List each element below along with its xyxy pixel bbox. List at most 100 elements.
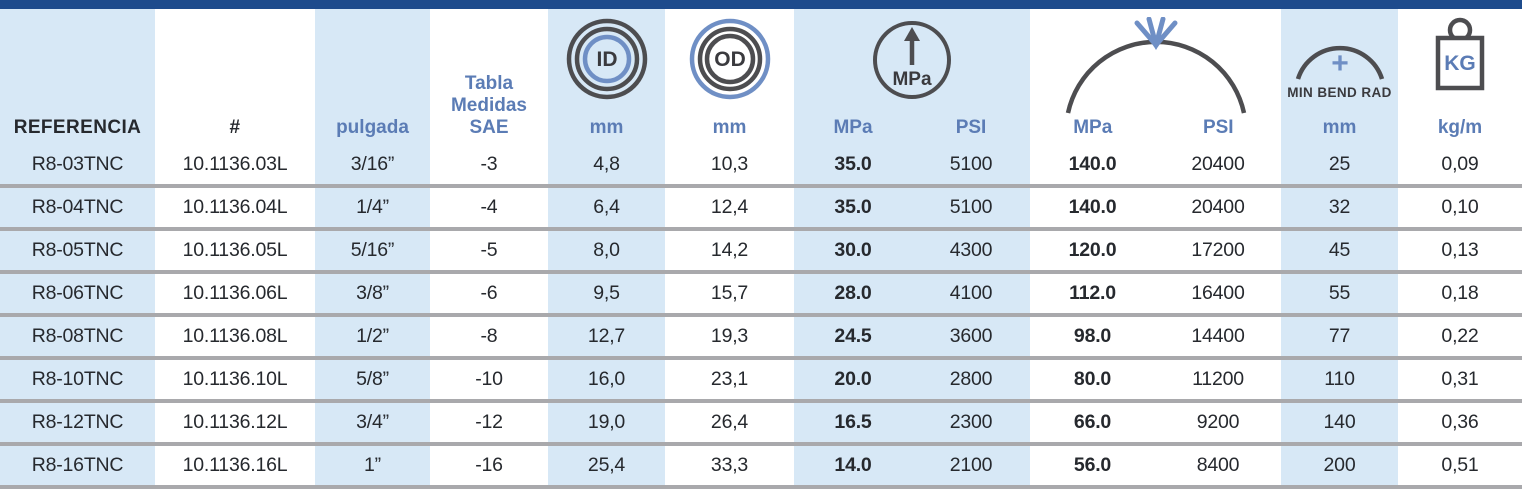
cell-weight-kgm: 0,18 bbox=[1398, 274, 1522, 317]
bend-plus-icon: + bbox=[1331, 47, 1349, 80]
working-pressure-units: MPa PSI bbox=[794, 117, 1030, 139]
cell-burst-pressure-psi: 8400 bbox=[1155, 446, 1281, 489]
header-weight: KG kg/m bbox=[1398, 9, 1522, 146]
burst-pressure-units: MPa PSI bbox=[1030, 117, 1281, 139]
cell-burst-pressure-mpa: 80.0 bbox=[1030, 360, 1155, 403]
cell-working-pressure-psi: 2800 bbox=[912, 360, 1030, 403]
kg-icon-label: KG bbox=[1444, 52, 1476, 75]
cell-burst-pressure-mpa: 56.0 bbox=[1030, 446, 1155, 489]
table-row: R8-08TNC 10.1136.08L 1/2” -8 12,7 19,3 2… bbox=[0, 317, 1522, 360]
cell-part-number: 10.1136.12L bbox=[155, 403, 315, 446]
cell-sae-size: -12 bbox=[430, 403, 548, 446]
header-min-bend-radius: + MIN BEND RAD mm bbox=[1281, 9, 1398, 146]
table-row: R8-03TNC 10.1136.03L 3/16” -3 4,8 10,3 3… bbox=[0, 145, 1522, 188]
cell-pulgada: 5/8” bbox=[315, 360, 430, 403]
cell-working-pressure-mpa: 20.0 bbox=[794, 360, 912, 403]
cell-min-bend-mm: 77 bbox=[1281, 317, 1398, 360]
cell-sae-size: -6 bbox=[430, 274, 548, 317]
cell-referencia: R8-05TNC bbox=[0, 231, 155, 274]
cell-min-bend-mm: 45 bbox=[1281, 231, 1398, 274]
burst-pressure-psi-label: PSI bbox=[1202, 117, 1234, 138]
cell-working-pressure-mpa: 28.0 bbox=[794, 274, 912, 317]
header-pulgada: pulgada bbox=[315, 9, 430, 146]
outer-diameter-icon: OD bbox=[689, 18, 770, 100]
cell-od-mm: 19,3 bbox=[665, 317, 794, 360]
cell-od-mm: 23,1 bbox=[665, 360, 794, 403]
cell-min-bend-mm: 25 bbox=[1281, 145, 1398, 188]
cell-od-mm: 14,2 bbox=[665, 231, 794, 274]
header-inner-diameter: ID mm bbox=[548, 9, 665, 146]
cell-weight-kgm: 0,51 bbox=[1398, 446, 1522, 489]
cell-id-mm: 25,4 bbox=[548, 446, 665, 489]
cell-od-mm: 12,4 bbox=[665, 188, 794, 231]
part-number-label: # bbox=[229, 117, 241, 139]
cell-part-number: 10.1136.04L bbox=[155, 188, 315, 231]
cell-working-pressure-psi: 4300 bbox=[912, 231, 1030, 274]
header-referencia: REFERENCIA bbox=[0, 9, 155, 146]
min-bend-rad-label: MIN BEND RAD bbox=[1287, 85, 1392, 100]
cell-id-mm: 6,4 bbox=[548, 188, 665, 231]
table-row: R8-10TNC 10.1136.10L 5/8” -10 16,0 23,1 … bbox=[0, 360, 1522, 403]
cell-id-mm: 12,7 bbox=[548, 317, 665, 360]
cell-pulgada: 3/16” bbox=[315, 145, 430, 188]
sae-label-line2: SAE bbox=[469, 117, 509, 139]
header-outer-diameter: OD mm bbox=[665, 9, 794, 146]
sae-label: Tabla Medidas SAE bbox=[430, 73, 548, 139]
cell-weight-kgm: 0,10 bbox=[1398, 188, 1522, 231]
cell-working-pressure-psi: 5100 bbox=[912, 188, 1030, 231]
cell-referencia: R8-16TNC bbox=[0, 446, 155, 489]
cell-referencia: R8-12TNC bbox=[0, 403, 155, 446]
cell-min-bend-mm: 32 bbox=[1281, 188, 1398, 231]
cell-working-pressure-mpa: 35.0 bbox=[794, 145, 912, 188]
cell-part-number: 10.1136.06L bbox=[155, 274, 315, 317]
cell-working-pressure-psi: 2100 bbox=[912, 446, 1030, 489]
cell-id-mm: 8,0 bbox=[548, 231, 665, 274]
cell-id-mm: 19,0 bbox=[548, 403, 665, 446]
cell-pulgada: 3/4” bbox=[315, 403, 430, 446]
bend-unit-label: mm bbox=[1322, 117, 1357, 138]
table-top-border bbox=[0, 0, 1522, 9]
id-icon-label: ID bbox=[596, 48, 617, 71]
min-bend-radius-icon: + bbox=[1295, 45, 1384, 80]
cell-id-mm: 4,8 bbox=[548, 145, 665, 188]
cell-burst-pressure-mpa: 140.0 bbox=[1030, 145, 1155, 188]
cell-burst-pressure-mpa: 66.0 bbox=[1030, 403, 1155, 446]
header-part-number: # bbox=[155, 9, 315, 146]
cell-od-mm: 26,4 bbox=[665, 403, 794, 446]
pulgada-label: pulgada bbox=[336, 117, 409, 139]
table-row: R8-16TNC 10.1136.16L 1” -16 25,4 33,3 14… bbox=[0, 446, 1522, 489]
table-row: R8-05TNC 10.1136.05L 5/16” -5 8,0 14,2 3… bbox=[0, 231, 1522, 274]
inner-diameter-icon: ID bbox=[566, 18, 647, 100]
header-sae: Tabla Medidas SAE bbox=[430, 9, 548, 146]
cell-weight-kgm: 0,36 bbox=[1398, 403, 1522, 446]
cell-id-mm: 16,0 bbox=[548, 360, 665, 403]
burst-pressure-mpa-label: MPa bbox=[1073, 117, 1113, 138]
cell-burst-pressure-mpa: 140.0 bbox=[1030, 188, 1155, 231]
cell-part-number: 10.1136.16L bbox=[155, 446, 315, 489]
table-row: R8-04TNC 10.1136.04L 1/4” -4 6,4 12,4 35… bbox=[0, 188, 1522, 231]
cell-od-mm: 10,3 bbox=[665, 145, 794, 188]
cell-burst-pressure-psi: 20400 bbox=[1155, 188, 1281, 231]
cell-sae-size: -4 bbox=[430, 188, 548, 231]
cell-sae-size: -16 bbox=[430, 446, 548, 489]
cell-referencia: R8-08TNC bbox=[0, 317, 155, 360]
cell-working-pressure-psi: 3600 bbox=[912, 317, 1030, 360]
cell-burst-pressure-mpa: 98.0 bbox=[1030, 317, 1155, 360]
cell-referencia: R8-04TNC bbox=[0, 188, 155, 231]
cell-sae-size: -8 bbox=[430, 317, 548, 360]
cell-id-mm: 9,5 bbox=[548, 274, 665, 317]
cell-part-number: 10.1136.05L bbox=[155, 231, 315, 274]
cell-burst-pressure-psi: 11200 bbox=[1155, 360, 1281, 403]
cell-weight-kgm: 0,09 bbox=[1398, 145, 1522, 188]
cell-burst-pressure-mpa: 112.0 bbox=[1030, 274, 1155, 317]
cell-sae-size: -10 bbox=[430, 360, 548, 403]
cell-working-pressure-psi: 4100 bbox=[912, 274, 1030, 317]
od-icon-label: OD bbox=[714, 48, 746, 71]
cell-burst-pressure-psi: 16400 bbox=[1155, 274, 1281, 317]
cell-weight-kgm: 0,31 bbox=[1398, 360, 1522, 403]
referencia-label: REFERENCIA bbox=[13, 117, 142, 139]
cell-min-bend-mm: 200 bbox=[1281, 446, 1398, 489]
cell-sae-size: -3 bbox=[430, 145, 548, 188]
cell-pulgada: 1” bbox=[315, 446, 430, 489]
